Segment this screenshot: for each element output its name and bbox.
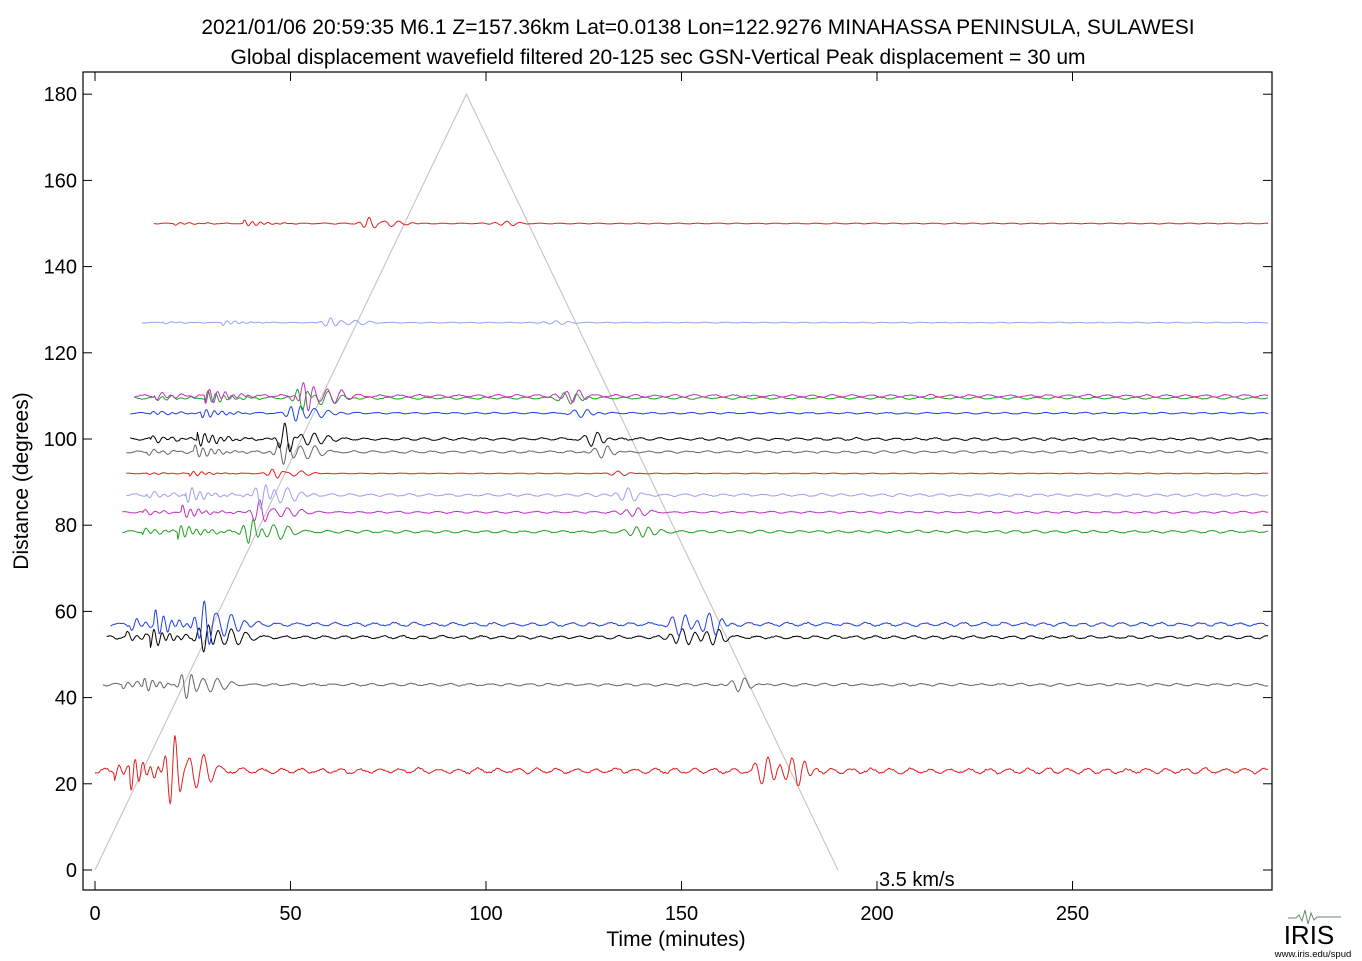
y-tick-label: 20 — [55, 774, 77, 796]
trace-line — [122, 499, 1269, 522]
x-tick-label: 50 — [279, 903, 301, 925]
x-tick-label: 150 — [665, 903, 698, 925]
y-axis-label: Distance (degrees) — [10, 392, 33, 569]
trace-line — [134, 388, 1269, 411]
trace-line — [141, 317, 1269, 327]
trace-line — [126, 468, 1268, 479]
trace-line — [94, 735, 1269, 805]
trace-line — [110, 600, 1269, 645]
seismogram-icon — [1288, 909, 1341, 925]
y-tick-label: 0 — [66, 860, 77, 882]
trace-line — [126, 484, 1269, 510]
x-axis-label: Time (minutes) — [606, 928, 745, 951]
trace-line — [130, 405, 1269, 422]
trace-line — [134, 382, 1269, 412]
y-tick-label: 80 — [55, 515, 77, 537]
y-tick-label: 160 — [44, 170, 77, 192]
plot-frame — [82, 71, 1273, 891]
chart-title: 2021/01/06 20:59:35 M6.1 Z=157.36km Lat=… — [201, 16, 1194, 39]
trace-line — [153, 217, 1269, 229]
y-tick-label: 100 — [44, 429, 77, 451]
trace-line — [130, 422, 1269, 453]
y-tick-label: 120 — [44, 343, 77, 365]
x-tick-label: 0 — [89, 903, 100, 925]
x-tick-label: 100 — [469, 903, 502, 925]
iris-logo: IRIS www.iris.edu/spud — [1274, 909, 1352, 960]
logo-name: IRIS — [1284, 920, 1335, 950]
trace-line — [106, 624, 1269, 653]
y-tick-label: 40 — [55, 688, 77, 710]
trace-line — [102, 674, 1269, 699]
y-tick-label: 140 — [44, 257, 77, 279]
velocity-label: 3.5 km/s — [879, 869, 955, 891]
x-tick-label: 200 — [860, 903, 893, 925]
logo-url: www.iris.edu/spud — [1274, 949, 1352, 960]
velocity-line — [94, 92, 839, 871]
y-tick-label: 180 — [44, 84, 77, 106]
trace-line — [122, 518, 1269, 544]
trace-line — [126, 442, 1268, 465]
chart-subtitle: Global displacement wavefield filtered 2… — [230, 46, 1085, 69]
x-tick-label: 250 — [1056, 903, 1089, 925]
y-tick-label: 60 — [55, 601, 77, 623]
